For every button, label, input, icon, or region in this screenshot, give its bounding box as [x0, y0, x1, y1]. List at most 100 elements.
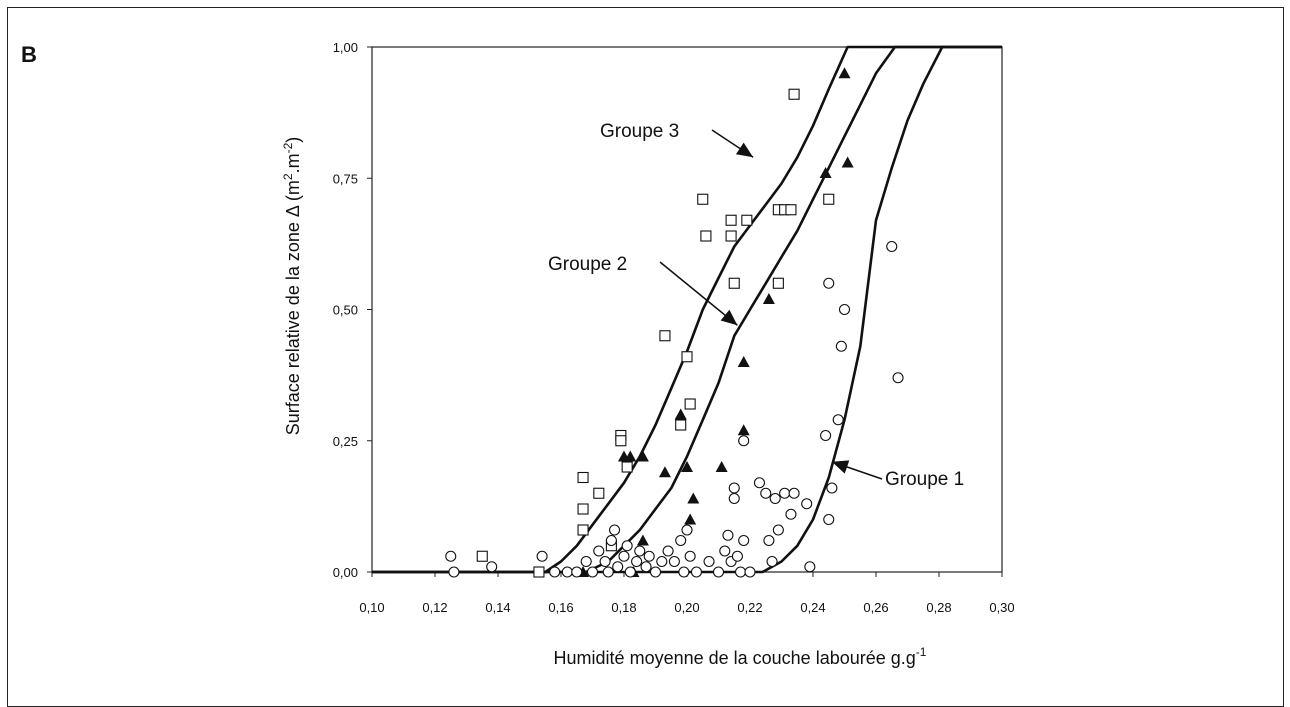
- circle-point: [823, 277, 835, 289]
- annotations: Groupe 3 Groupe 2 Groupe 1: [548, 121, 964, 490]
- y-tick-label: 0,00: [333, 565, 358, 580]
- square-point: [697, 193, 709, 205]
- triangle-point: [636, 450, 649, 462]
- circle-point: [832, 414, 844, 426]
- square-point: [725, 214, 737, 226]
- triangle-point: [624, 450, 637, 462]
- square-point: [621, 461, 633, 473]
- circle-point: [823, 513, 835, 526]
- arrowhead: [720, 309, 738, 326]
- square-point: [577, 524, 589, 536]
- circle-point: [892, 372, 904, 384]
- fitted-curves: [372, 45, 1002, 574]
- y-axis-label: Surface relative de la zone Δ (m2.m-2): [281, 137, 303, 436]
- circle-point: [631, 555, 643, 568]
- circle-point: [580, 555, 592, 568]
- circle-point: [766, 555, 778, 568]
- square-point: [725, 230, 737, 242]
- circle-point: [643, 550, 655, 562]
- triangle-point: [636, 534, 649, 546]
- square-point: [577, 503, 589, 515]
- x-tick-label: 0,12: [422, 600, 447, 615]
- square-point: [681, 351, 693, 363]
- triangle-point: [674, 408, 687, 420]
- circle-point: [605, 534, 617, 547]
- circle-point: [684, 550, 696, 562]
- square-point: [684, 398, 696, 410]
- circle-point: [728, 482, 740, 494]
- circle-point: [838, 303, 851, 316]
- circle-point: [804, 561, 816, 573]
- circle-point: [826, 482, 838, 494]
- y-tick-label: 1,00: [333, 40, 358, 55]
- circle-point: [678, 566, 690, 578]
- square-point: [476, 550, 488, 562]
- circle-point: [734, 566, 747, 578]
- square-point: [728, 277, 740, 289]
- circle-point: [561, 566, 573, 578]
- triangle-point: [762, 293, 775, 304]
- square-point: [788, 88, 800, 100]
- triangle-point: [684, 513, 697, 525]
- scatter-chart: 0,10 0,12 0,14 0,16 0,18 0,20 0,22 0,24 0,26 0,28…: [281, 40, 1015, 668]
- annotation-label: Groupe 3: [600, 121, 679, 142]
- circle-point: [763, 534, 775, 547]
- circle-point: [445, 550, 457, 562]
- curve-groupe-1: [372, 45, 1002, 574]
- circle-point: [835, 340, 847, 352]
- circle-point: [571, 566, 583, 578]
- circle-point: [634, 545, 646, 557]
- circle-point: [618, 550, 630, 562]
- circle-point: [621, 540, 633, 552]
- x-tick-label: 0,20: [674, 600, 699, 615]
- data-points: [445, 67, 904, 578]
- square-point: [659, 330, 671, 342]
- circle-point: [785, 508, 797, 520]
- square-point: [700, 230, 712, 242]
- y-tick-label: 0,25: [333, 434, 358, 449]
- circle-point: [640, 561, 652, 573]
- circle-point: [760, 487, 772, 499]
- circle-point: [820, 429, 832, 442]
- square-point: [615, 435, 627, 447]
- triangle-point: [715, 461, 728, 472]
- triangle-point: [841, 156, 854, 168]
- annotation-label: Groupe 1: [885, 469, 964, 490]
- circle-point: [668, 555, 680, 568]
- square-point: [823, 193, 835, 205]
- x-axis-label: Humidité moyenne de la couche labourée g…: [554, 645, 927, 668]
- circle-point: [690, 566, 703, 578]
- circle-point: [779, 487, 791, 499]
- circle-point: [728, 492, 740, 505]
- y-tick-label: 0,75: [333, 171, 358, 186]
- x-tick-label: 0,30: [989, 600, 1014, 615]
- triangle-point: [838, 67, 851, 79]
- circle-point: [712, 566, 725, 578]
- circle-point: [599, 555, 611, 568]
- circle-point: [753, 477, 766, 489]
- square-point: [675, 419, 687, 431]
- x-tick-label: 0,24: [800, 600, 825, 615]
- x-tick-label: 0,22: [737, 600, 762, 615]
- square-point: [593, 487, 605, 499]
- circle-point: [593, 545, 605, 557]
- circle-point: [722, 529, 734, 541]
- circle-point: [772, 524, 784, 536]
- square-point: [741, 214, 753, 226]
- panel-label: B: [21, 42, 37, 67]
- triangle-point: [687, 492, 700, 504]
- circle-point: [675, 534, 687, 547]
- triangle-point: [681, 461, 693, 472]
- triangle-point: [737, 424, 750, 436]
- axes: 0,10 0,12 0,14 0,16 0,18 0,20 0,22 0,24 0,26 0,28…: [333, 40, 1015, 615]
- x-tick-label: 0,16: [548, 600, 573, 615]
- x-tick-label: 0,10: [359, 600, 384, 615]
- x-tick-label: 0,14: [485, 600, 510, 615]
- square-point: [577, 471, 589, 484]
- circle-point: [586, 566, 599, 578]
- triangle-point: [737, 356, 750, 367]
- arrowhead: [735, 142, 754, 158]
- arrowhead: [831, 460, 850, 474]
- circle-point: [886, 240, 898, 253]
- circle-point: [612, 561, 624, 573]
